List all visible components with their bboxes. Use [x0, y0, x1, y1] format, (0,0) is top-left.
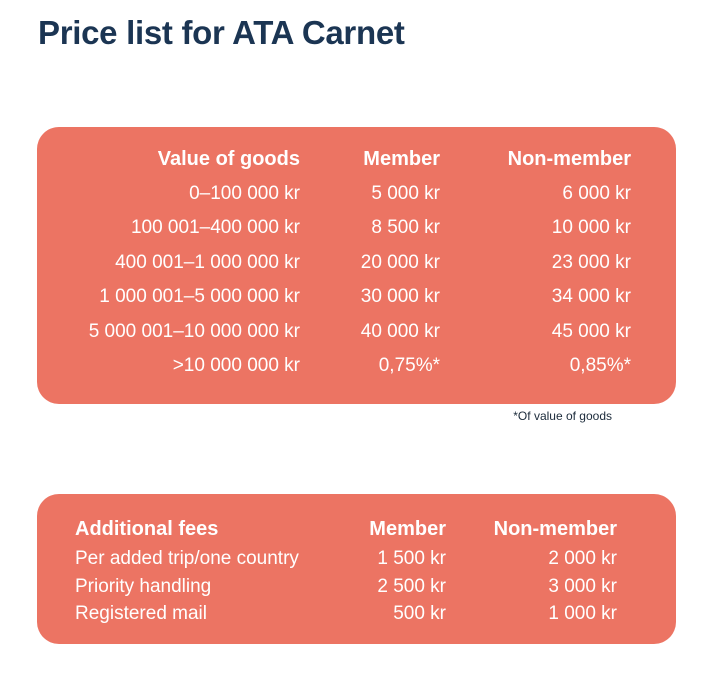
table-row: Per added trip/one country 1 500 kr 2 00…: [37, 546, 676, 574]
table-row: 5 000 001–10 000 000 kr 40 000 kr 45 000…: [37, 318, 676, 353]
price-table-header: Value of goods Member Non-member: [37, 145, 676, 180]
value-cell: 5 000 001–10 000 000 kr: [88, 320, 300, 342]
header-member: Member: [369, 518, 446, 540]
header-member: Member: [363, 148, 440, 170]
fees-table: Additional fees Member Non-member Per ad…: [37, 516, 676, 629]
member-cell: 2 500 kr: [377, 575, 446, 597]
price-table-card: Value of goods Member Non-member 0–100 0…: [37, 127, 676, 404]
header-value-of-goods: Value of goods: [157, 148, 300, 170]
value-cell: >10 000 000 kr: [172, 355, 300, 376]
value-cell: 100 001–400 000 kr: [130, 217, 300, 238]
non-member-cell: 2 000 kr: [548, 548, 617, 569]
header-non-member: Non-member: [493, 518, 617, 540]
page-title: Price list for ATA Carnet: [38, 14, 405, 51]
fee-name-cell: Priority handling: [75, 575, 212, 597]
non-member-cell: 3 000 kr: [548, 575, 617, 597]
member-cell: 500 kr: [393, 603, 446, 624]
fee-name-cell: Registered mail: [75, 603, 207, 624]
header-non-member: Non-member: [507, 148, 631, 170]
member-cell: 5 000 kr: [371, 182, 440, 204]
value-cell: 400 001–1 000 000 kr: [115, 251, 300, 273]
table-row: 400 001–1 000 000 kr 20 000 kr 23 000 kr: [37, 249, 676, 284]
value-cell: 0–100 000 kr: [189, 182, 300, 204]
value-cell: 1 000 001–5 000 000 kr: [99, 286, 300, 307]
fee-name-cell: Per added trip/one country: [75, 548, 299, 569]
footnote: *Of value of goods: [513, 409, 612, 423]
non-member-cell: 45 000 kr: [551, 320, 631, 342]
non-member-cell: 23 000 kr: [551, 251, 631, 273]
table-row: Registered mail 500 kr 1 000 kr: [37, 601, 676, 629]
member-cell: 0,75%*: [378, 355, 440, 376]
non-member-cell: 10 000 kr: [551, 217, 631, 238]
non-member-cell: 34 000 kr: [551, 286, 631, 307]
table-row: Priority handling 2 500 kr 3 000 kr: [37, 574, 676, 602]
member-cell: 30 000 kr: [360, 286, 440, 307]
member-cell: 40 000 kr: [360, 320, 440, 342]
non-member-cell: 0,85%*: [569, 355, 631, 376]
header-additional-fees: Additional fees: [75, 518, 219, 540]
table-row: >10 000 000 kr 0,75%* 0,85%*: [37, 352, 676, 387]
non-member-cell: 6 000 kr: [562, 182, 631, 204]
member-cell: 1 500 kr: [377, 548, 446, 569]
member-cell: 8 500 kr: [371, 217, 440, 238]
member-cell: 20 000 kr: [360, 251, 440, 273]
table-row: 0–100 000 kr 5 000 kr 6 000 kr: [37, 180, 676, 215]
table-row: 100 001–400 000 kr 8 500 kr 10 000 kr: [37, 214, 676, 249]
fees-table-card: Additional fees Member Non-member Per ad…: [37, 494, 676, 644]
non-member-cell: 1 000 kr: [548, 603, 617, 624]
table-row: 1 000 001–5 000 000 kr 30 000 kr 34 000 …: [37, 283, 676, 318]
fees-table-header: Additional fees Member Non-member: [37, 516, 676, 546]
price-table: Value of goods Member Non-member 0–100 0…: [37, 145, 676, 387]
